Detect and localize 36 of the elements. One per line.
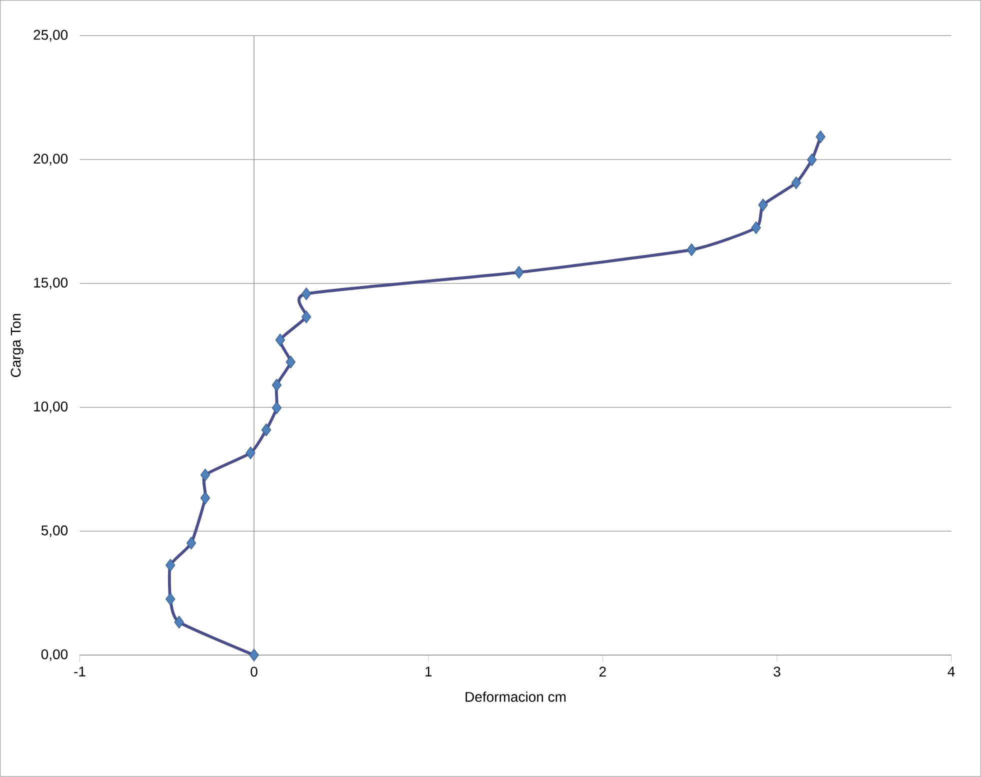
point: [261, 424, 272, 436]
point: [758, 198, 768, 212]
point: [174, 616, 184, 629]
point: [302, 310, 312, 324]
y-axis-title: Carga Ton: [10, 314, 24, 378]
y-tick-label: 5,00: [41, 526, 68, 538]
point: [514, 266, 524, 279]
point: [275, 334, 286, 346]
point: [751, 221, 761, 234]
y-tick-label: 20,00: [34, 154, 68, 166]
point: [272, 378, 282, 392]
point: [686, 243, 696, 256]
x-tick-label: 0: [250, 666, 258, 677]
point: [246, 446, 256, 460]
point: [186, 536, 196, 550]
x-axis-title: Deformacion cm: [466, 692, 566, 702]
point: [249, 648, 259, 662]
x-tick-label: 2: [599, 666, 606, 677]
point: [272, 402, 282, 414]
x-tick-label: 3: [774, 666, 780, 677]
y-tick-label: 25,00: [34, 30, 68, 42]
point: [166, 558, 176, 572]
x-tick-label: -1: [74, 666, 86, 676]
y-tick-label: 15,00: [34, 278, 68, 290]
point: [791, 176, 802, 190]
point: [807, 154, 817, 166]
point: [286, 356, 296, 368]
x-tick-label: 1: [426, 666, 432, 676]
point: [200, 492, 210, 504]
y-tick-label: 10,00: [34, 402, 68, 414]
point: [200, 468, 210, 482]
point: [816, 130, 826, 144]
point: [302, 288, 312, 300]
y-tick-label: 0,00: [41, 649, 68, 661]
point: [166, 592, 176, 606]
x-tick-label: 4: [948, 666, 955, 676]
